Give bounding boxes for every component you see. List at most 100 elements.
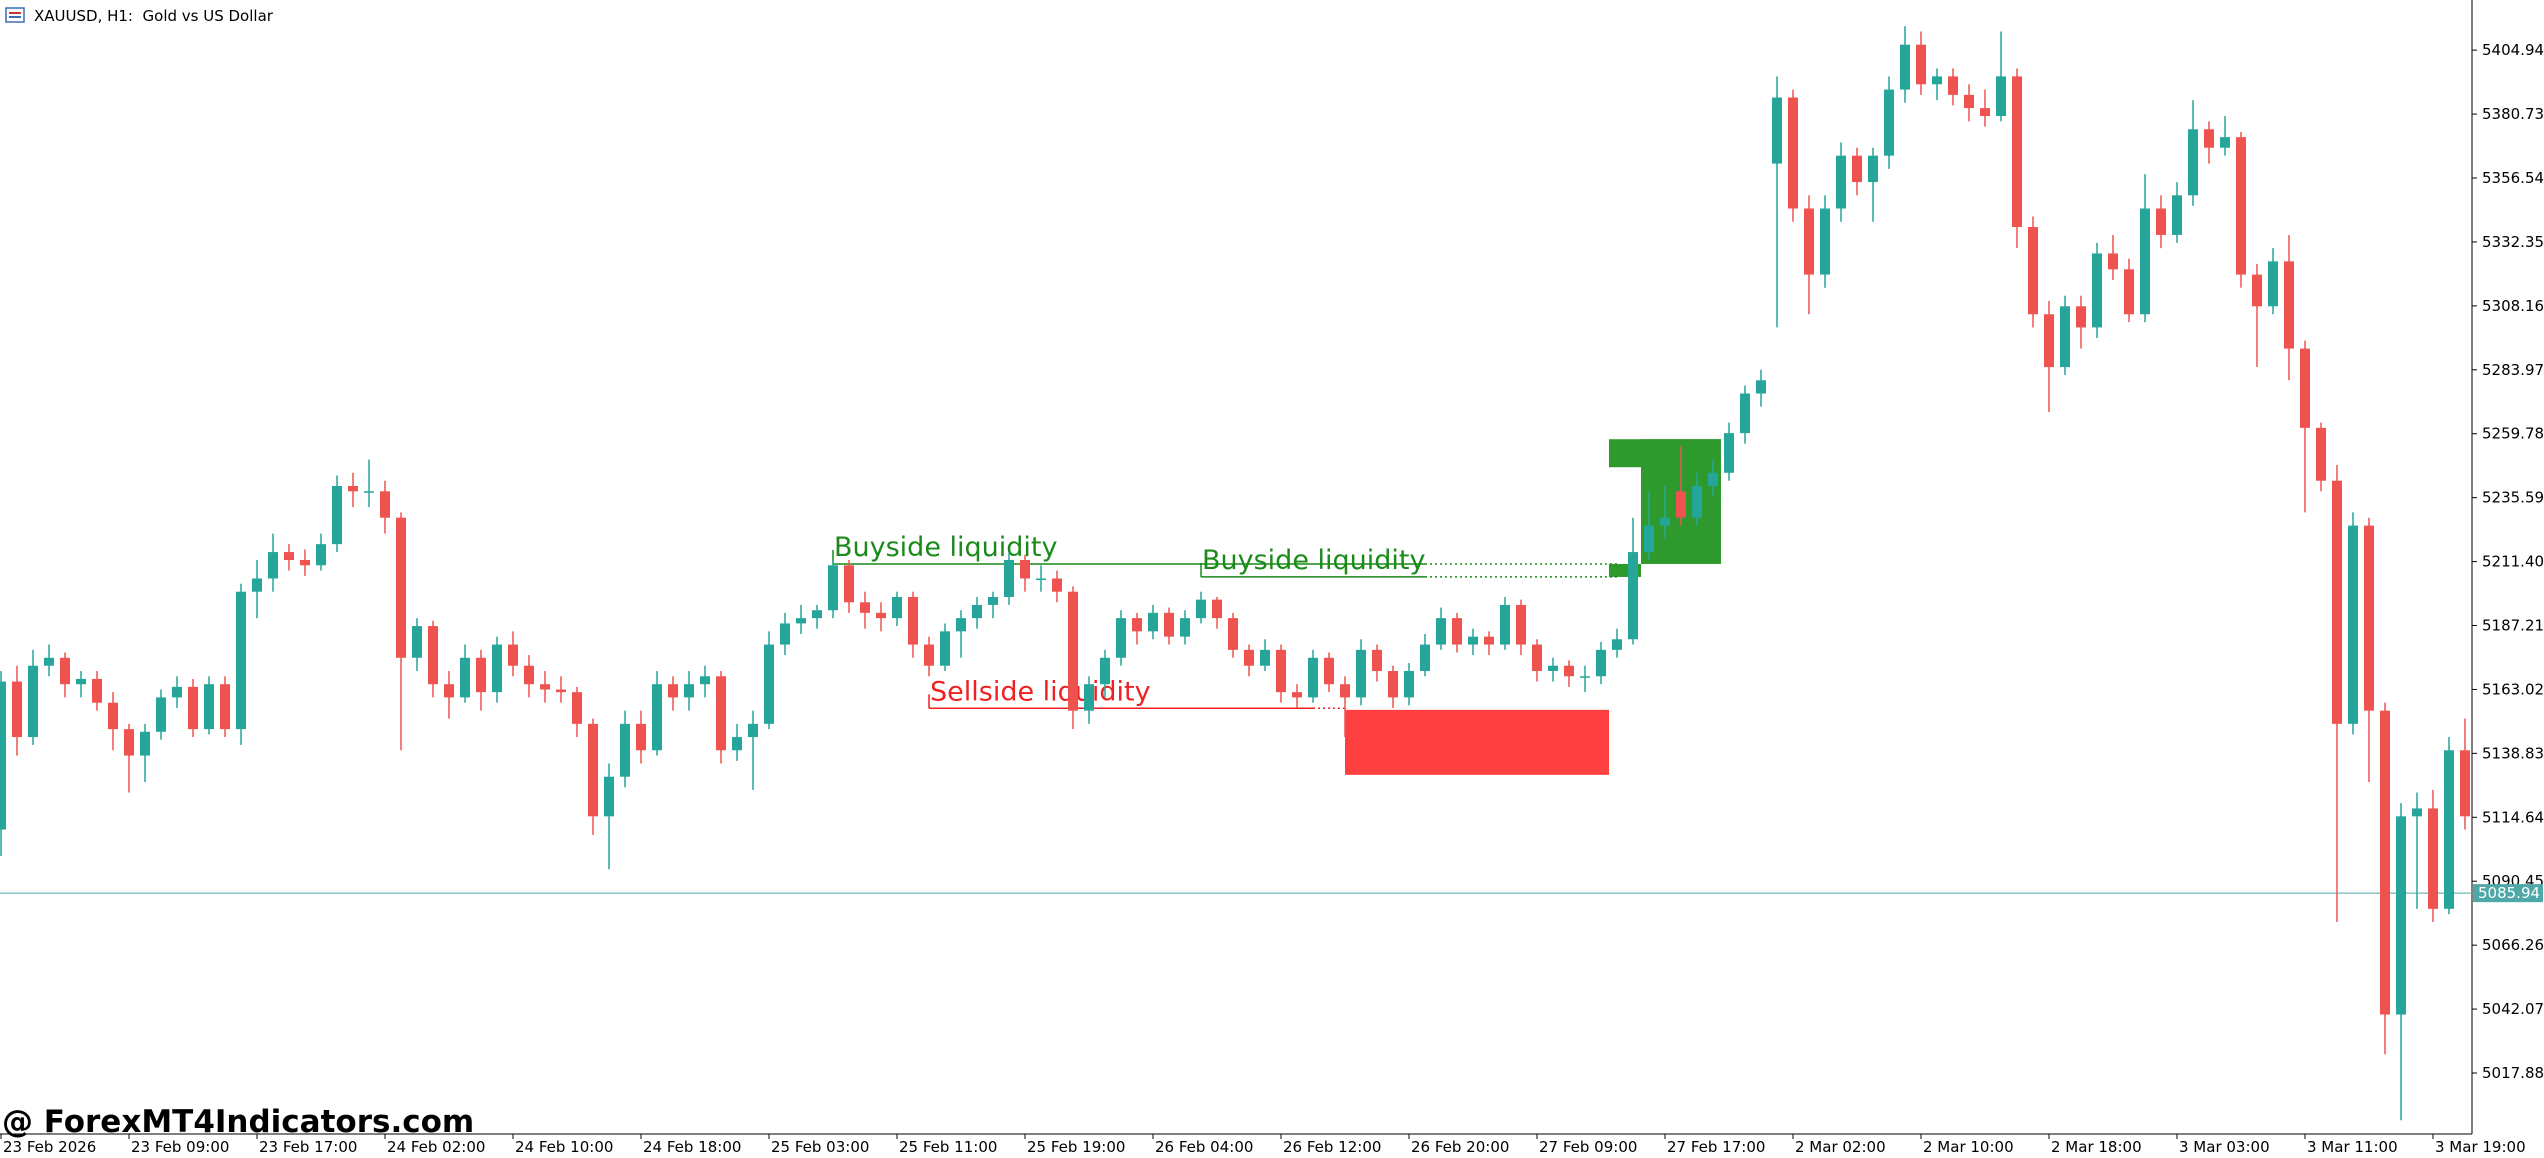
x-tick-label: 24 Feb 10:00 <box>515 1138 613 1156</box>
candle-body <box>252 578 262 592</box>
y-tick-label: 5042.07 <box>2482 1000 2544 1018</box>
candle-body <box>684 684 694 698</box>
candle-body <box>188 686 198 730</box>
candle-body <box>604 776 614 817</box>
candle-body <box>1324 657 1334 685</box>
symbol-icon <box>5 7 25 23</box>
y-tick-label: 5211.40 <box>2482 553 2544 571</box>
candle-body <box>428 626 438 685</box>
candle-body <box>1788 97 1798 209</box>
candle-body <box>1452 618 1462 645</box>
candle-body <box>2076 306 2086 328</box>
candle-body <box>860 602 870 613</box>
candle-body <box>828 565 838 611</box>
candle-body <box>2220 137 2230 148</box>
candle-body <box>1564 665 1574 677</box>
candle-body <box>124 729 134 756</box>
y-tick-label: 5308.16 <box>2482 297 2544 315</box>
candle-body <box>1852 155 1862 183</box>
candle-body <box>524 665 534 685</box>
candle-body <box>2140 208 2150 315</box>
current-price-box <box>2473 884 2543 903</box>
candle-body <box>748 723 758 738</box>
candle-body <box>396 517 406 658</box>
y-tick-label: 5259.78 <box>2482 425 2544 443</box>
candle-body <box>1020 559 1030 579</box>
candle-body <box>156 697 166 732</box>
candle-body <box>1804 208 1814 275</box>
x-tick-label: 27 Feb 17:00 <box>1667 1138 1765 1156</box>
candle-body <box>1756 380 1766 394</box>
candle-body <box>492 644 502 693</box>
candle-body <box>812 610 822 619</box>
watermark: @ ForexMT4Indicators.com <box>2 1104 474 1140</box>
candle-body <box>0 681 6 830</box>
candle-body <box>1964 94 1974 109</box>
candle-body <box>140 731 150 756</box>
candle-body <box>2460 750 2470 817</box>
candle-body <box>2300 348 2310 428</box>
candle-body <box>2412 808 2422 817</box>
candle-body <box>108 702 118 730</box>
candle-body <box>908 596 918 645</box>
y-tick-label: 5235.59 <box>2482 489 2544 507</box>
candle-body <box>1084 684 1094 711</box>
candle-body <box>2236 137 2246 275</box>
x-tick-label: 2 Mar 02:00 <box>1795 1138 1886 1156</box>
candle-body <box>780 623 790 645</box>
candle-body <box>1820 208 1830 275</box>
candle-body <box>2108 253 2118 270</box>
candle-body <box>44 657 54 666</box>
candle-body <box>1436 618 1446 645</box>
candle-body <box>236 591 246 730</box>
x-tick-label: 26 Feb 20:00 <box>1411 1138 1509 1156</box>
candle-body <box>2028 227 2038 315</box>
candle-body <box>2428 808 2438 909</box>
candle-body <box>1516 604 1526 645</box>
liquidity-label: Buyside liquidity <box>1202 545 1425 576</box>
candle-body <box>1004 559 1014 597</box>
candle-body <box>940 631 950 666</box>
candle-body <box>892 596 902 619</box>
candle-body <box>1932 76 1942 85</box>
candle-body <box>1036 578 1046 580</box>
candle-body <box>2364 525 2374 711</box>
candle-body <box>1196 599 1206 619</box>
candle-body <box>2252 274 2262 307</box>
candle-body <box>28 665 38 738</box>
candle-body <box>2092 253 2102 328</box>
candle-body <box>1116 618 1126 658</box>
candle-body <box>220 684 230 730</box>
candle-body <box>1868 155 1878 183</box>
x-tick-label: 26 Feb 12:00 <box>1283 1138 1381 1156</box>
candle-body <box>1308 657 1318 698</box>
y-tick-label: 5017.88 <box>2482 1064 2544 1082</box>
candle-body <box>2396 816 2406 1015</box>
candle-body <box>364 491 374 493</box>
candle-body <box>76 678 86 685</box>
candle-body <box>2156 208 2166 235</box>
candles <box>0 26 2470 1121</box>
candle-body <box>1596 649 1606 677</box>
candle-body <box>1532 644 1542 671</box>
candle-body <box>1916 44 1926 85</box>
candle-body <box>1260 649 1270 666</box>
candle-body <box>1692 486 1702 518</box>
candle-body <box>268 552 278 579</box>
x-tick-label: 3 Mar 11:00 <box>2307 1138 2398 1156</box>
candle-body <box>460 657 470 698</box>
candle-body <box>1484 636 1494 645</box>
candle-body <box>204 684 214 730</box>
candle-body <box>1228 618 1238 650</box>
candle-body <box>844 565 854 603</box>
candle-body <box>700 676 710 685</box>
candle-body <box>620 723 630 777</box>
y-tick-label: 5114.64 <box>2482 808 2544 826</box>
candle-body <box>332 486 342 545</box>
candle-body <box>284 552 294 560</box>
candle-body <box>2332 480 2342 724</box>
candle-body <box>1900 44 1910 90</box>
candle-body <box>444 684 454 698</box>
candle-body <box>2172 195 2182 235</box>
candle-body <box>348 486 358 492</box>
